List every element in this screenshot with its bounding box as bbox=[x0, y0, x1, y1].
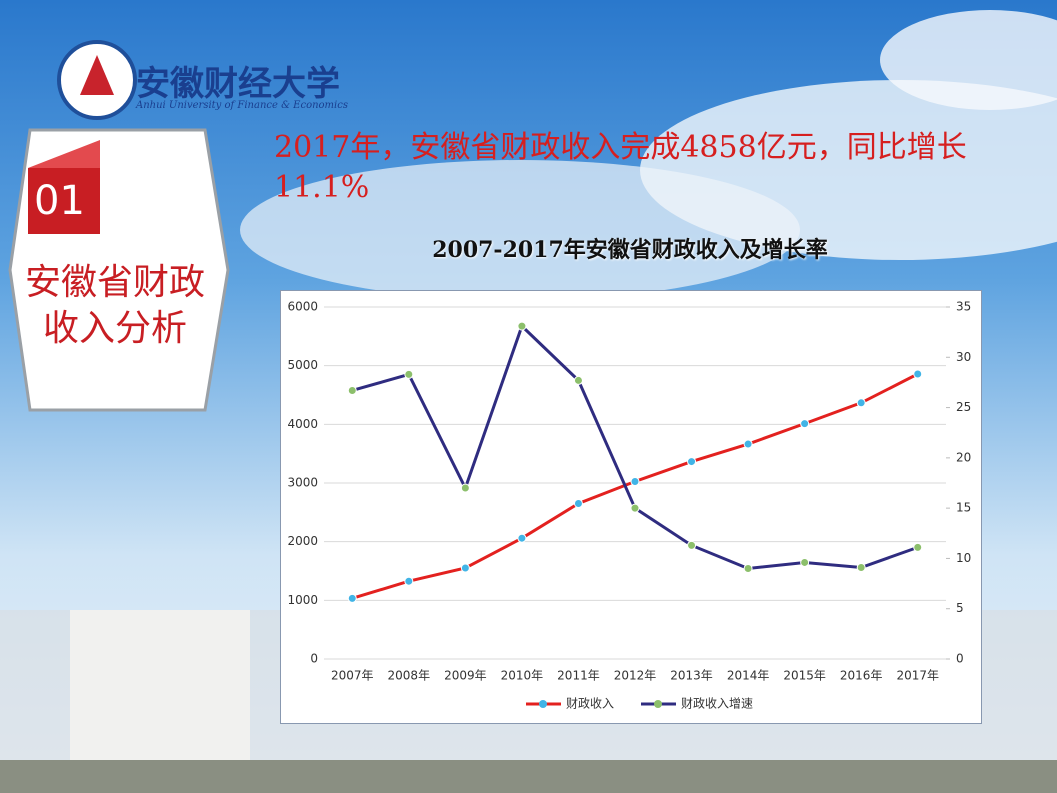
y2-tick-label: 30 bbox=[956, 350, 971, 364]
point bbox=[573, 375, 583, 385]
point bbox=[687, 540, 697, 550]
point bbox=[743, 563, 753, 573]
point bbox=[460, 563, 470, 573]
point bbox=[687, 457, 697, 467]
point bbox=[404, 369, 414, 379]
y-tick-label: 3000 bbox=[287, 476, 318, 490]
section-title-line: 安徽省财政 bbox=[24, 262, 205, 303]
y2-tick-label: 5 bbox=[956, 601, 964, 615]
point bbox=[460, 483, 470, 493]
legend-marker bbox=[539, 700, 547, 708]
y-tick-label: 1000 bbox=[287, 593, 318, 607]
legend-marker bbox=[654, 700, 662, 708]
point bbox=[347, 385, 357, 395]
y-tick-label: 4000 bbox=[287, 417, 318, 431]
point bbox=[743, 439, 753, 449]
y-tick-label: 6000 bbox=[287, 300, 318, 314]
legend-label: 财政收入 bbox=[566, 697, 614, 711]
y2-tick-label: 0 bbox=[956, 652, 964, 666]
legend-label: 财政收入增速 bbox=[681, 697, 753, 711]
x-tick-label: 2008年 bbox=[388, 669, 431, 683]
logo-subtitle: Anhui University of Finance & Economics bbox=[136, 100, 348, 111]
y2-tick-label: 25 bbox=[956, 400, 971, 414]
point bbox=[573, 498, 583, 508]
point bbox=[800, 419, 810, 429]
y2-tick-label: 15 bbox=[956, 501, 971, 515]
logo-name: 安徽财经大学 bbox=[136, 64, 340, 104]
x-tick-label: 2007年 bbox=[331, 669, 374, 683]
y2-tick-label: 20 bbox=[956, 450, 971, 464]
point bbox=[517, 321, 527, 331]
chart-title: 2007-2017年安徽省财政收入及增长率 bbox=[432, 237, 828, 263]
x-tick-label: 2010年 bbox=[501, 669, 544, 683]
section-title-line: 收入分析 bbox=[42, 308, 187, 349]
point bbox=[856, 562, 866, 572]
point bbox=[913, 369, 923, 379]
x-tick-label: 2013年 bbox=[670, 669, 713, 683]
section-title: 安徽省财政 收入分析 bbox=[10, 260, 220, 352]
point bbox=[800, 557, 810, 567]
point bbox=[404, 576, 414, 586]
y-tick-label: 0 bbox=[310, 652, 318, 666]
x-tick-label: 2015年 bbox=[783, 669, 826, 683]
x-tick-label: 2012年 bbox=[614, 669, 657, 683]
y-tick-label: 2000 bbox=[287, 534, 318, 548]
x-tick-label: 2014年 bbox=[727, 669, 770, 683]
x-tick-label: 2011年 bbox=[557, 669, 600, 683]
y2-tick-label: 10 bbox=[956, 551, 971, 565]
x-tick-label: 2016年 bbox=[840, 669, 883, 683]
series-line bbox=[351, 323, 919, 571]
x-tick-label: 2009年 bbox=[444, 669, 487, 683]
point bbox=[517, 533, 527, 543]
headline: 2017年，安徽省财政收入完成4858亿元，同比增长11.1% bbox=[274, 130, 967, 205]
point bbox=[856, 398, 866, 408]
x-tick-label: 2017年 bbox=[896, 669, 939, 683]
section-number: 01 bbox=[34, 178, 85, 224]
chart: 0 1000 2000 3000 4000 5000 6000 0 5 10 15 20 25 30 35 2… bbox=[280, 290, 982, 724]
point bbox=[630, 476, 640, 486]
point bbox=[347, 593, 357, 603]
point bbox=[913, 542, 923, 552]
y2-tick-label: 35 bbox=[956, 300, 971, 314]
point bbox=[630, 503, 640, 513]
y-tick-label: 5000 bbox=[287, 358, 318, 372]
